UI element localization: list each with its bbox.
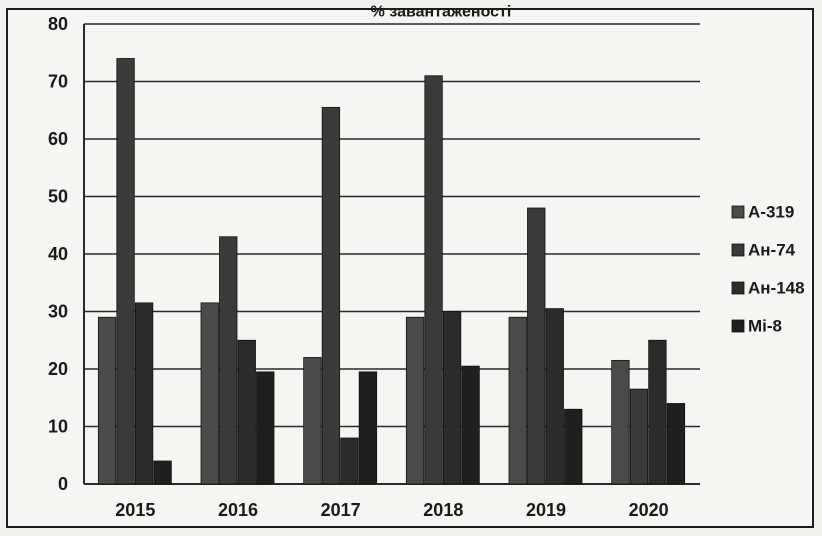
legend-swatch [731, 319, 745, 333]
bar-2016-3 [237, 339, 256, 485]
bar-2020-4 [666, 403, 686, 485]
bar-2018-1 [405, 316, 425, 485]
legend-swatch [731, 205, 745, 219]
y-axis: 0 10 20 30 40 50 60 70 80 [48, 14, 85, 494]
y-tick-label: 50 [48, 187, 68, 207]
legend-label: Ан-74 [748, 241, 796, 260]
bar-2015-2 [116, 58, 135, 485]
bar-2015-1 [97, 316, 117, 485]
x-axis: 2015 2016 2017 2018 2019 2020 [115, 500, 668, 520]
x-tick-label: 2018 [423, 500, 463, 520]
y-tick-label: 40 [48, 244, 68, 264]
y-tick-label: 70 [48, 72, 68, 92]
bar-2019-2 [527, 207, 546, 485]
y-tick-label: 30 [48, 302, 68, 322]
y-tick-label: 0 [58, 474, 68, 494]
bar-2018-4 [461, 365, 480, 485]
y-tick-label: 10 [48, 417, 68, 437]
bar-2020-1 [611, 359, 630, 485]
legend-swatch [731, 281, 745, 295]
bar-2016-2 [219, 236, 238, 485]
x-tick-label: 2017 [321, 500, 361, 520]
bar-2015-3 [134, 302, 154, 485]
bar-2020-3 [648, 339, 667, 485]
bar-2019-4 [564, 408, 583, 485]
bar-2015-4 [153, 460, 172, 485]
x-tick-label: 2015 [115, 500, 155, 520]
y-tick-label: 20 [48, 359, 68, 379]
bar-2017-2 [321, 106, 341, 485]
legend: А-319 Ан-74 Ан-148 Мі-8 [731, 203, 805, 336]
legend-swatch [731, 243, 745, 257]
x-tick-label: 2019 [526, 500, 566, 520]
legend-label: Ан-148 [748, 279, 805, 298]
legend-label: А-319 [748, 203, 794, 222]
grid [84, 23, 700, 485]
bar-2017-3 [340, 437, 359, 485]
x-tick-label: 2016 [218, 500, 258, 520]
bar-2019-1 [508, 316, 527, 485]
legend-label: Мі-8 [748, 317, 782, 336]
y-tick-label: 60 [48, 129, 68, 149]
bar-2018-3 [442, 311, 462, 485]
y-tick-label: 80 [48, 14, 68, 34]
x-tick-label: 2020 [629, 500, 669, 520]
bar-2016-1 [200, 302, 219, 485]
bar-2019-3 [545, 308, 564, 485]
bar-2017-4 [358, 371, 378, 485]
chart-title: % завантаженості [371, 3, 512, 20]
bar-2018-2 [424, 75, 443, 485]
bar-2016-4 [256, 371, 275, 485]
bar-2017-1 [303, 357, 322, 485]
bars [97, 58, 686, 485]
bar-2020-2 [629, 388, 649, 485]
